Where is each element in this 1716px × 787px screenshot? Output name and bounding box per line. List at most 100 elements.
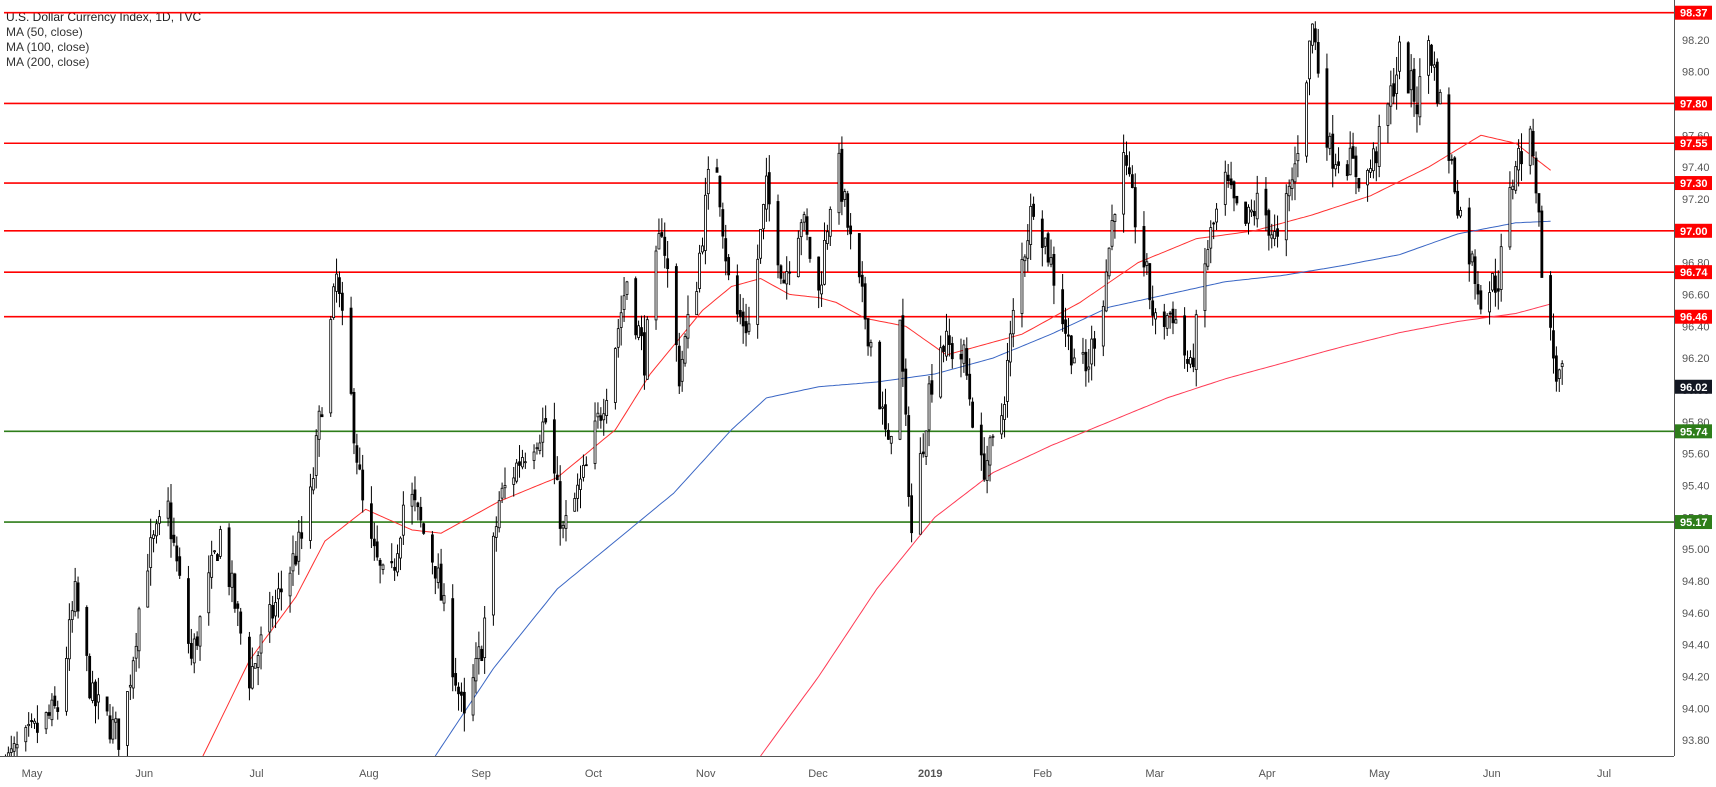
candle-body-up <box>111 719 115 740</box>
candle <box>297 520 301 575</box>
candle <box>602 398 606 436</box>
candle <box>907 406 911 507</box>
candle <box>1020 242 1024 328</box>
candle <box>1554 346 1558 392</box>
candle-body-down <box>721 209 725 237</box>
candle-body-up <box>483 617 487 659</box>
candle <box>942 344 945 363</box>
candle <box>1557 368 1561 392</box>
candle <box>207 555 211 626</box>
candle-body-down <box>390 561 394 564</box>
candle-body-down <box>1232 181 1236 199</box>
candle-body-down <box>294 555 298 565</box>
candle <box>1389 70 1393 125</box>
candle <box>741 297 745 344</box>
candle-body-down <box>1252 210 1256 217</box>
candle <box>460 682 463 712</box>
candle-body-up <box>918 453 922 535</box>
y-tick-label: 93.80 <box>1682 735 1710 747</box>
candle-body-down <box>901 315 905 372</box>
candle <box>1049 239 1053 268</box>
candle <box>1043 237 1047 255</box>
y-tick-label: 95.40 <box>1682 480 1710 492</box>
candle-body-up <box>198 616 202 647</box>
candle <box>396 544 399 577</box>
candle <box>666 240 670 288</box>
candle-body-up <box>523 461 527 464</box>
candle <box>1040 210 1044 267</box>
candle <box>698 244 701 293</box>
candle-body-up <box>541 421 545 443</box>
candle <box>149 518 153 586</box>
candle-body-down <box>1316 42 1320 74</box>
candle-body-up <box>1284 193 1288 241</box>
candle-body-up <box>701 245 704 253</box>
candle-body-up <box>277 588 280 600</box>
candle <box>1165 313 1169 336</box>
candle <box>1325 53 1329 161</box>
candle <box>701 237 704 255</box>
y-tick-label: 97.20 <box>1682 194 1710 206</box>
candle <box>1229 161 1233 190</box>
candle <box>335 258 338 303</box>
candle-body-up <box>680 358 684 382</box>
legend-ma100: MA (100, close) <box>6 40 90 54</box>
candle <box>1337 147 1340 174</box>
candle-body-up <box>436 567 440 583</box>
candle <box>47 704 51 720</box>
candle-body-down <box>1264 188 1268 216</box>
candle <box>622 277 626 322</box>
candle <box>1308 40 1311 96</box>
candle-body-down <box>227 527 231 587</box>
candle-body-down <box>53 695 57 706</box>
candle <box>561 520 565 539</box>
candle <box>779 264 783 285</box>
candle-body-down <box>1456 190 1460 216</box>
candle-body-down <box>849 225 853 235</box>
candle <box>1174 308 1178 324</box>
candle-body-down <box>1229 178 1233 186</box>
candle <box>1110 204 1114 251</box>
candle-body-down <box>358 464 362 470</box>
candle-body-up <box>12 743 16 752</box>
candle <box>1476 271 1480 305</box>
candle-body-up <box>1438 91 1442 105</box>
level-tag-bg <box>1675 96 1712 111</box>
candle-body-up <box>1003 404 1006 420</box>
candle-body-up <box>50 699 54 721</box>
candle <box>274 589 277 629</box>
level-tag-resistance: 97.55 <box>1675 136 1712 151</box>
candle <box>982 437 986 482</box>
candle-body-up <box>157 516 161 524</box>
candle-body-down <box>1450 158 1454 161</box>
candle <box>369 486 373 548</box>
candle-body-down <box>776 201 780 266</box>
candle <box>390 543 394 569</box>
candle <box>544 405 548 425</box>
candle-body-up <box>1514 166 1518 191</box>
x-tick-label: Sep <box>471 768 491 780</box>
candle <box>889 435 893 455</box>
candle-body-up <box>474 657 478 682</box>
candle-body-down <box>36 722 39 733</box>
candle <box>1046 231 1050 267</box>
candle <box>762 203 765 240</box>
candle-body-up <box>149 537 153 568</box>
candle-body-down <box>460 691 463 696</box>
candle <box>166 487 170 527</box>
candle <box>233 572 237 613</box>
candle-body-up <box>1418 76 1422 118</box>
candle-body-down <box>971 401 974 428</box>
candle <box>340 281 344 326</box>
candle-body-down <box>1084 351 1088 372</box>
x-tick-label: Jul <box>250 768 264 780</box>
candle-body-up <box>927 383 931 431</box>
candle-body-up <box>1081 352 1085 355</box>
candle-body-down <box>393 566 397 571</box>
candle-body-down <box>430 534 434 563</box>
candle-body-up <box>332 286 336 319</box>
candle-body-down <box>857 233 861 278</box>
candle <box>1267 208 1271 251</box>
candle-body-up <box>311 478 315 491</box>
